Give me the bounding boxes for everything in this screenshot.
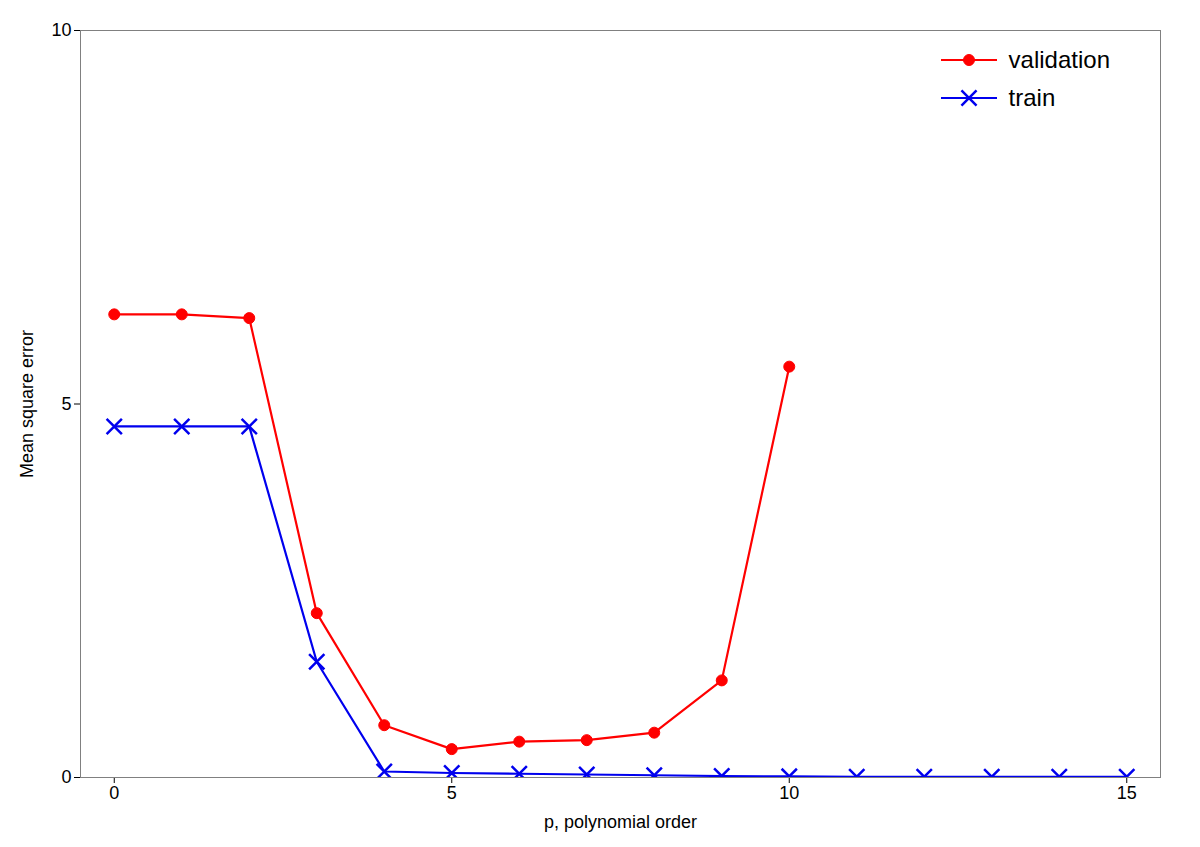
svg-text:5: 5	[61, 394, 71, 414]
html-text:validation: validation	[1008, 46, 1110, 73]
svg-text:Mean square error: Mean square error	[17, 330, 37, 478]
html-text:train: train	[1008, 84, 1056, 111]
svg-text:p, polynomial order: p, polynomial order	[544, 812, 697, 832]
svg-text:15: 15	[1117, 783, 1137, 803]
svg-text:10: 10	[51, 20, 71, 40]
svg-text:10: 10	[779, 783, 799, 803]
svg-text:5: 5	[447, 783, 457, 803]
svg-text:0: 0	[61, 767, 71, 787]
svg-text:0: 0	[109, 783, 119, 803]
